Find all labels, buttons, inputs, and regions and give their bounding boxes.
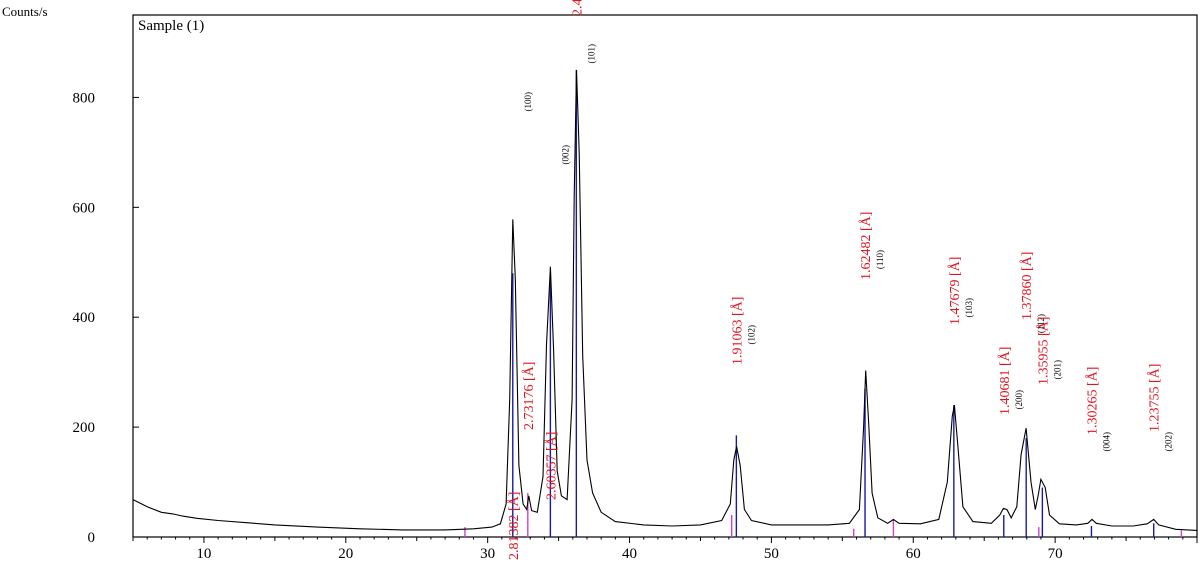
peak-hkl-label: (202) (1164, 432, 1174, 452)
peak-hkl-label: (102) (746, 325, 756, 345)
peak-d-spacing-label: 2.73176 [Å] (521, 362, 537, 430)
peak-hkl-label: (004) (1101, 432, 1111, 452)
peak-d-spacing-label: 1.91063 [Å] (729, 297, 745, 365)
x-tick-label: 70 (1048, 546, 1063, 562)
x-tick-label: 50 (764, 546, 779, 562)
x-tick-label: 30 (480, 546, 495, 562)
peak-hkl-label: (112) (1036, 314, 1046, 333)
peak-d-spacing-label: 2.81382 [Å] (506, 492, 522, 560)
peak-d-spacing-label: 1.47679 [Å] (947, 257, 963, 325)
y-axis-label: Counts/s (2, 4, 48, 19)
peak-d-spacing-label: 1.23755 [Å] (1147, 364, 1163, 432)
peak-d-spacing-label: 1.62482 [Å] (858, 212, 874, 280)
y-tick-label: 800 (73, 90, 96, 106)
y-tick-label: 400 (73, 310, 96, 326)
peak-hkl-label: (200) (1014, 390, 1024, 410)
peak-hkl-label: (110) (875, 250, 885, 269)
x-tick-label: 20 (338, 546, 353, 562)
peak-d-spacing-label: 2.47603 [Å] (569, 0, 585, 16)
reference-lines (464, 69, 1183, 537)
x-axis: 10 20 30 40 50 60 70 (132, 537, 1198, 562)
peak-d-spacing-label: 1.37860 [Å] (1019, 252, 1035, 320)
y-tick-label: 0 (88, 530, 96, 546)
peak-d-spacing-label: 2.60357 [Å] (543, 432, 559, 500)
peak-hkl-label: (100) (523, 92, 533, 112)
sample-legend-label: Sample (1) (138, 18, 204, 34)
x-tick-label: 10 (196, 546, 211, 562)
y-tick-label: 200 (73, 420, 96, 436)
peak-d-spacing-label: 1.40681 [Å] (997, 347, 1013, 415)
peak-annotations: 2.81382 [Å] (100) 2.73176 [Å] 2.60357 [Å] (0… (506, 0, 1174, 560)
diffraction-pattern-line (132, 69, 1198, 531)
y-tick-label: 600 (73, 200, 96, 216)
x-tick-label: 60 (906, 546, 921, 562)
y-axis: 0 200 400 600 800 (73, 90, 139, 546)
peak-hkl-label: (201) (1052, 360, 1062, 380)
peak-hkl-label: (103) (964, 298, 974, 318)
peak-hkl-label: (002) (560, 145, 570, 165)
plot-frame (132, 14, 1198, 538)
peak-d-spacing-label: 1.35955 [Å] (1035, 317, 1051, 385)
peak-d-spacing-label: 1.30265 [Å] (1084, 367, 1100, 435)
peak-hkl-label: (101) (586, 44, 596, 64)
x-tick-label: 40 (622, 546, 637, 562)
